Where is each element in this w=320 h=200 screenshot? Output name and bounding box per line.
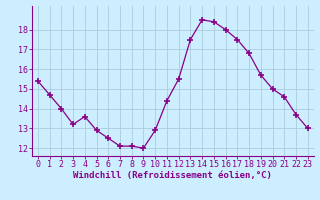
X-axis label: Windchill (Refroidissement éolien,°C): Windchill (Refroidissement éolien,°C) (73, 171, 272, 180)
